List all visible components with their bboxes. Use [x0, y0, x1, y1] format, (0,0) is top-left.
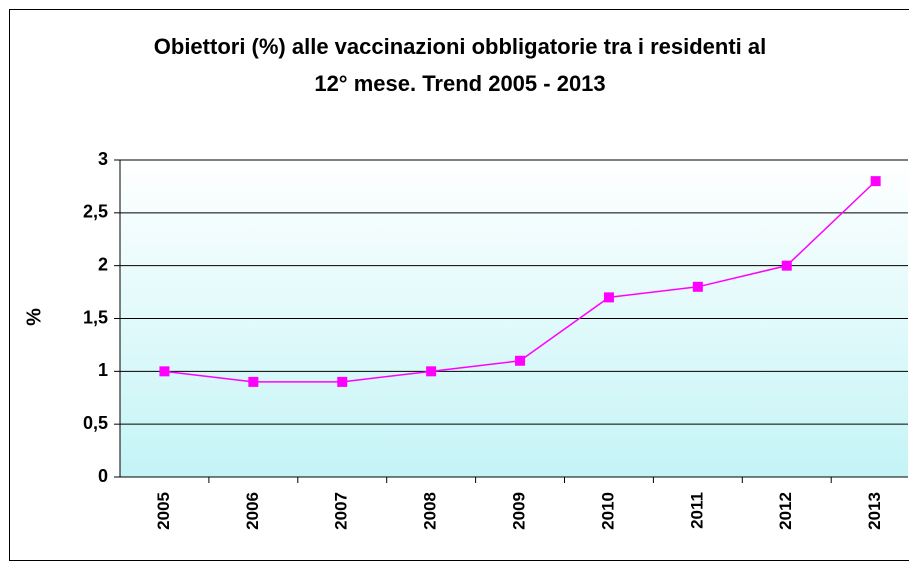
- data-point: [248, 376, 259, 387]
- chart-title: Obiettori (%) alle vaccinazioni obbligat…: [153, 34, 767, 96]
- x-tick-label: 2013: [865, 492, 884, 530]
- y-axis-label: %: [23, 308, 45, 326]
- data-point: [159, 366, 170, 377]
- x-tick-label: 2011: [687, 492, 706, 529]
- x-tick-label: 2006: [243, 492, 262, 530]
- y-tick-label: 2: [98, 254, 108, 274]
- y-tick-label: 1: [98, 360, 108, 380]
- x-tick-label: 2007: [332, 492, 351, 530]
- data-point: [603, 292, 614, 303]
- x-tick-label: 2010: [598, 492, 617, 530]
- y-tick-label: 3: [98, 149, 108, 169]
- y-tick-label: 0: [98, 466, 108, 486]
- x-tick-label: 2005: [154, 492, 173, 530]
- data-point: [426, 366, 437, 377]
- x-tick-label: 2009: [510, 492, 529, 530]
- x-tick-label: 2008: [421, 492, 440, 530]
- y-tick-label: 1,5: [83, 307, 108, 327]
- data-point: [337, 376, 348, 387]
- data-point: [515, 355, 526, 366]
- y-tick-label: 0,5: [83, 413, 108, 433]
- data-point: [870, 176, 881, 187]
- data-point: [692, 281, 703, 292]
- y-tick-label: 2,5: [83, 202, 108, 222]
- x-tick-label: 2012: [776, 492, 795, 530]
- data-point: [781, 260, 792, 271]
